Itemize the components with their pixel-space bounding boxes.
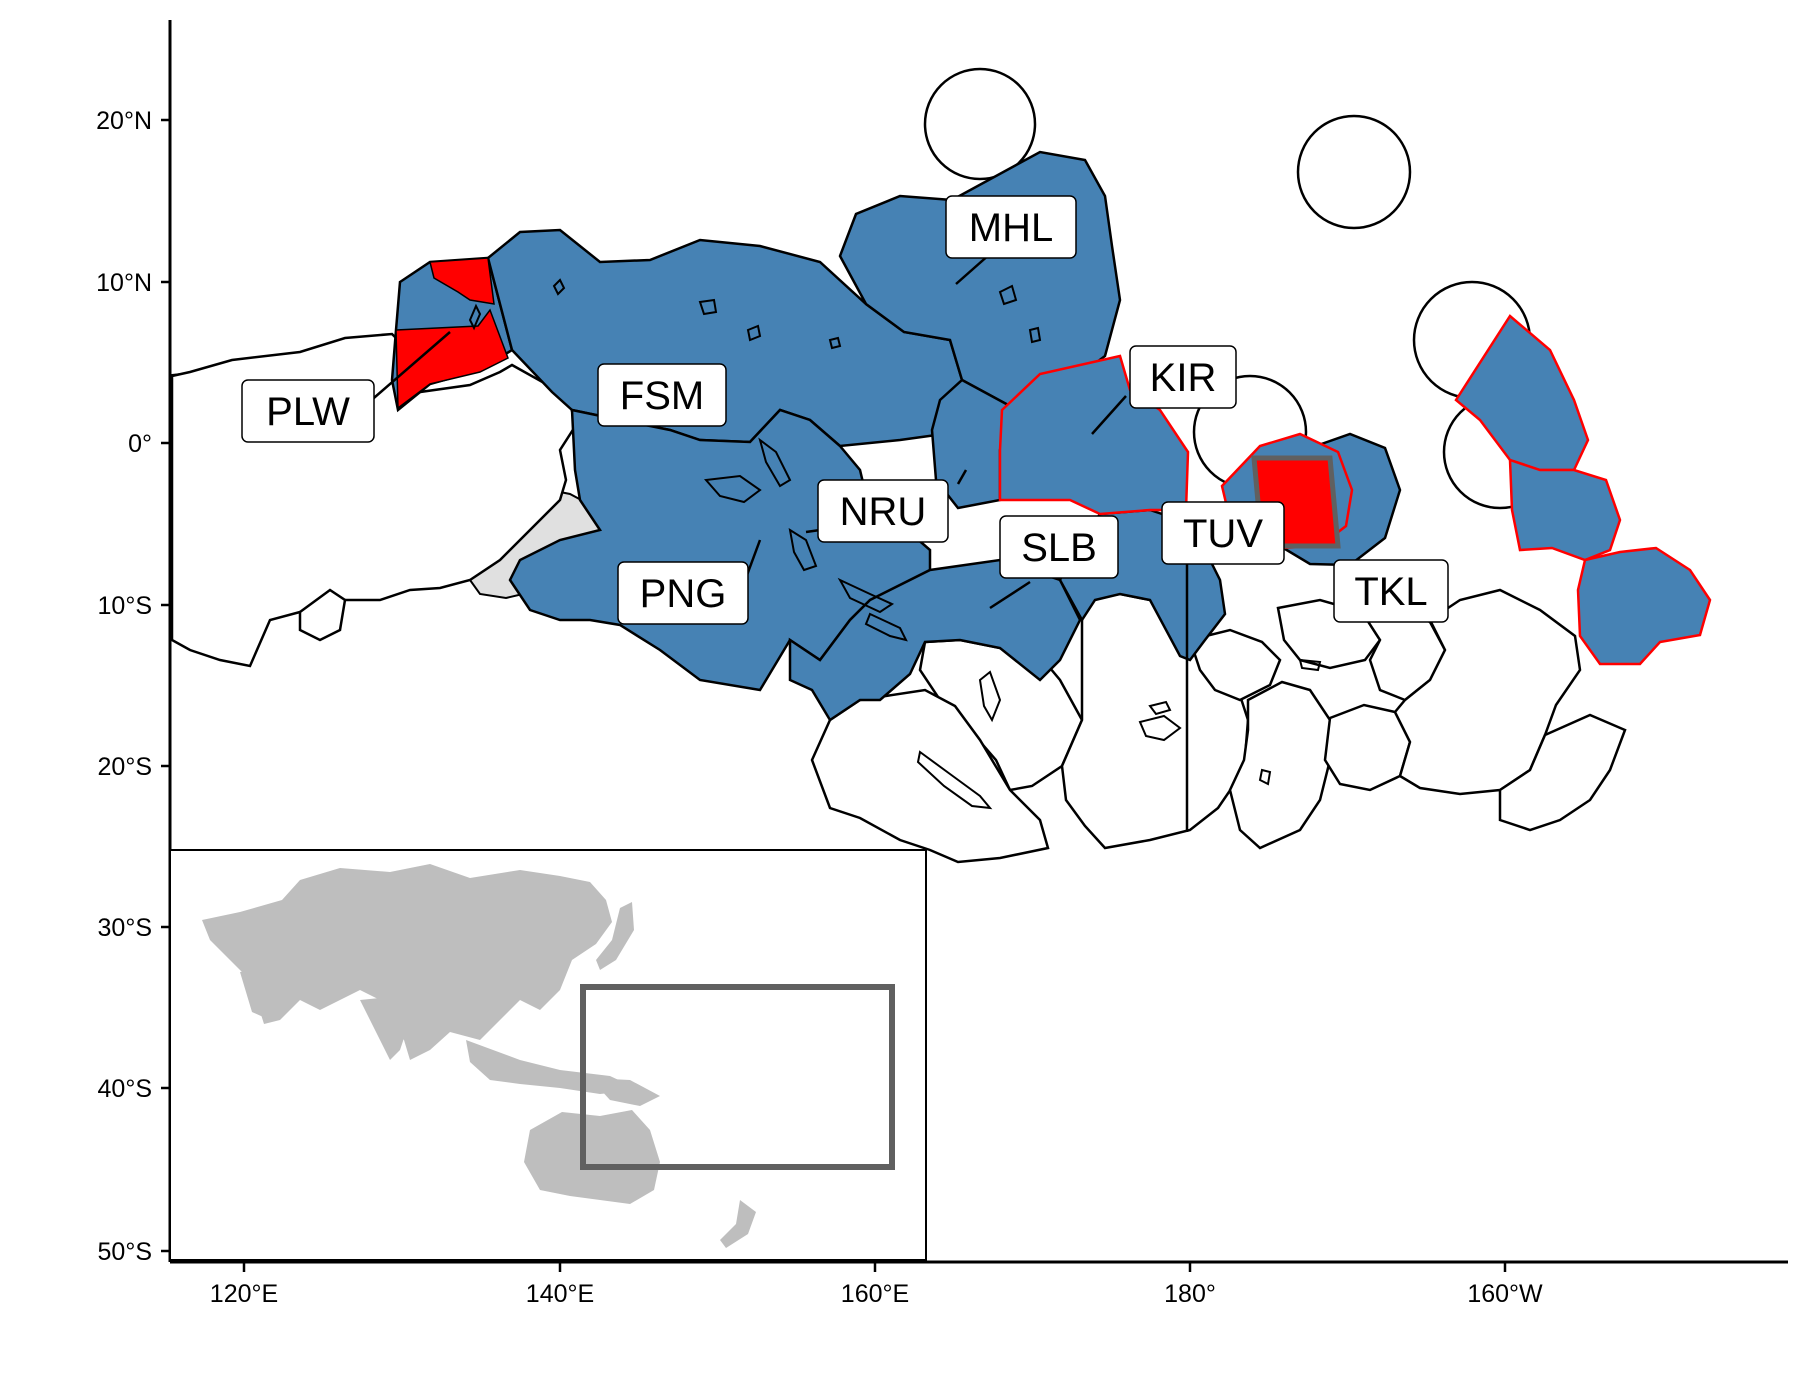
island-tonga (1258, 768, 1272, 786)
island-kosrae (828, 336, 842, 350)
eez-kir-line-south (1576, 546, 1712, 666)
x-tick-label: 120°E (210, 1280, 278, 1308)
eez-kir-line-north (1454, 314, 1590, 472)
x-tick-label: 160°W (1467, 1280, 1543, 1308)
svg-text:MHL: MHL (969, 206, 1053, 250)
y-tick-label: 40°S (98, 1075, 152, 1103)
inset-australia (524, 1110, 660, 1204)
eez-timor (298, 588, 347, 642)
eez-wallis-futuna (1188, 628, 1282, 702)
label-mhl: MHL (945, 195, 1077, 259)
label-tuv: TUV (1161, 501, 1285, 565)
x-tick-label: 160°E (841, 1280, 909, 1308)
eez-slb (788, 558, 1082, 722)
island-solomons-2 (864, 612, 908, 642)
inset-eurasia (202, 864, 612, 1060)
island-new-caledonia (916, 750, 993, 810)
leader-lines (359, 253, 1127, 610)
island-palau (468, 303, 482, 331)
island-pohnpei (746, 324, 762, 342)
label-nru: NRU (817, 479, 949, 543)
eez-kir-line-mid (1508, 458, 1622, 562)
eez-new-caledonia (810, 688, 1050, 864)
island-bougainville (788, 527, 818, 572)
svg-text:KIR: KIR (1150, 356, 1217, 400)
inset-japan (596, 902, 634, 970)
eez-french-polynesia (1498, 713, 1627, 832)
label-kir: KIR (1129, 345, 1237, 409)
svg-text:PLW: PLW (266, 390, 350, 434)
island-new-ireland (758, 437, 792, 488)
x-tick-label: 140°E (526, 1280, 594, 1308)
eez-wake-island (923, 67, 1037, 181)
island-new-britain (703, 474, 762, 504)
island-fiji (1138, 714, 1182, 742)
y-tick-label: 30°S (98, 914, 152, 942)
svg-text:TUV: TUV (1183, 512, 1263, 556)
other-eezs (170, 67, 1627, 864)
inset-new-zealand (720, 1200, 756, 1248)
svg-text:SLB: SLB (1021, 526, 1097, 570)
y-tick-label: 20°N (96, 107, 152, 135)
y-tick-label: 20°S (98, 753, 152, 781)
island-marshall-1 (998, 284, 1018, 306)
island-outlines (468, 278, 1322, 810)
label-slb: SLB (999, 515, 1119, 579)
label-tkl: TKL (1333, 559, 1449, 623)
island-fiji-2 (1148, 700, 1172, 716)
protected-areas (395, 257, 1341, 549)
label-plw: PLW (241, 379, 375, 443)
inset-new-guinea (590, 1078, 660, 1106)
x-tick-label: 180° (1164, 1280, 1216, 1308)
y-tick-label: 50°S (98, 1238, 152, 1266)
island-solomons-1 (837, 577, 895, 614)
country-labels: PLW FSM MHL KIR NRU PNG SLB TUV (241, 195, 1449, 625)
svg-text:FSM: FSM (620, 374, 704, 418)
svg-text:PNG: PNG (640, 572, 727, 616)
label-fsm: FSM (597, 363, 727, 427)
inset-india (360, 996, 410, 1060)
island-samoa (1298, 658, 1322, 672)
island-guam-chain (552, 278, 566, 296)
y-tick-label: 0° (128, 430, 152, 458)
island-vanuatu (978, 670, 1002, 723)
label-png: PNG (617, 561, 749, 625)
inset-map (169, 849, 927, 1261)
island-chuuk (698, 298, 718, 316)
inset-extent-box (580, 984, 895, 1170)
inset-arabia (240, 968, 284, 1020)
y-tick-label: 10°N (96, 269, 152, 297)
eez-tonga (1228, 680, 1332, 850)
eez-johnston-atoll (1296, 114, 1412, 230)
svg-text:NRU: NRU (840, 490, 927, 534)
mpa-palau-north (429, 257, 495, 305)
svg-text:TKL: TKL (1354, 570, 1427, 614)
mpa-palau-south (395, 308, 509, 410)
island-marshall-2 (1028, 326, 1042, 344)
y-tick-label: 10°S (98, 592, 152, 620)
axes: 20°N 10°N 0° 10°S 20°S 30°S 40°S 50°S 12… (96, 20, 1788, 1308)
